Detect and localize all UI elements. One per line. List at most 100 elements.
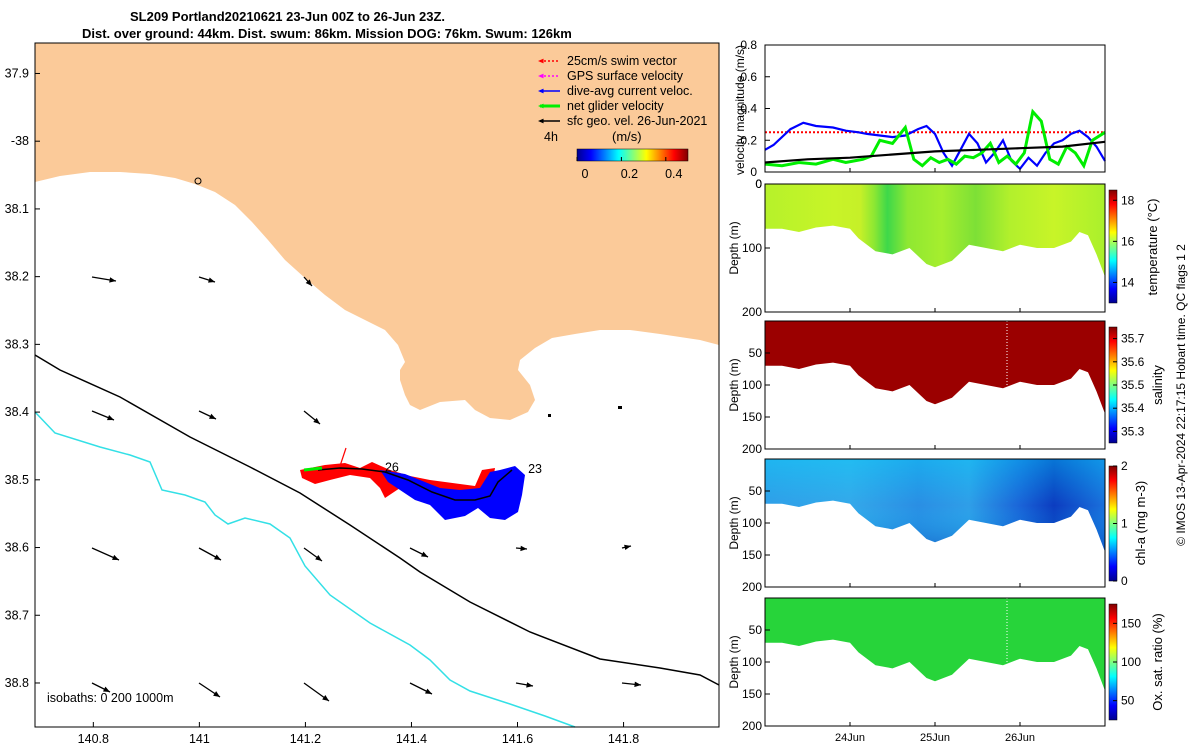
- oxygen-data-fill: [765, 598, 1105, 691]
- depth-tick-label: 0: [755, 177, 762, 191]
- oxygen-clabel: Ox. sat. ratio (%): [1150, 613, 1165, 711]
- legend-label: GPS surface velocity: [567, 69, 684, 83]
- velocity-vector-head: [214, 554, 221, 560]
- velocity-panel: 0 0.2 0.4 0.6 0.8 velocity magnitude (m/s): [733, 38, 1106, 179]
- velocity-series-sfc_geo_velocity: [764, 140, 1106, 164]
- colorbar-tick-label: 35.4: [1121, 401, 1145, 415]
- colorbar-tick-label: 35.5: [1121, 378, 1145, 392]
- velocity-y-ticks: 0 0.2 0.4 0.6 0.8: [740, 38, 770, 179]
- colorbar-tick-label: 16: [1121, 234, 1135, 248]
- colorbar-interval-label: 4h: [544, 130, 558, 144]
- velocity-plot-area: [765, 45, 1105, 172]
- glider-track-line: [317, 467, 513, 501]
- temperature-ylabel: Depth (m): [727, 221, 741, 274]
- velocity-vector-head: [305, 279, 312, 286]
- velocity-vector-head: [112, 554, 119, 560]
- map-y-tick-label: 38.1: [5, 202, 29, 216]
- glider-track: [300, 447, 525, 520]
- depth-tick-label: 100: [742, 516, 762, 530]
- depth-tick-label: 50: [749, 484, 763, 498]
- chlorophyll-clabel: chl-a (mg m-3): [1133, 481, 1148, 566]
- salinity-colorbar-ticks: 35.3 35.4 35.5 35.6 35.7: [1113, 332, 1145, 438]
- isobaths-label: isobaths: 0 200 1000m: [47, 691, 173, 705]
- map-y-ticks: 37.9 -38 38.1 38.2 38.3 38.4 38.5 38.6 38.7 38.8: [5, 66, 40, 690]
- depth-tick-label: 100: [742, 241, 762, 255]
- speed-colorbar: 4h (m/s) 0 0.2 0.4: [544, 129, 689, 181]
- map-x-tick-label: 141.8: [608, 732, 639, 746]
- credit-text: © IMOS 13-Apr-2024 22:17:15 Hobart time.…: [1174, 244, 1188, 546]
- land-area: [35, 43, 719, 420]
- temperature-colorbar: [1108, 189, 1118, 304]
- colorbar-tick-label: 2: [1121, 459, 1128, 473]
- map-y-tick-label: 38.2: [5, 270, 29, 284]
- velocity-vector-head: [107, 415, 114, 421]
- map-x-tick-label: 141.6: [502, 732, 533, 746]
- depth-tick-label: 50: [749, 346, 763, 360]
- track-day-label: 26: [385, 461, 399, 475]
- isobath-200m: [34, 354, 720, 686]
- time-tick-label: 26Jun: [1005, 732, 1035, 744]
- velocity-vector-head: [322, 695, 329, 701]
- time-tick-label: 24Jun: [835, 732, 865, 744]
- colorbar-gradient: [576, 148, 689, 162]
- map-panel: 26 23 140.8 141 141.2 141.4 141.6 141.8 37.9 -3…: [5, 42, 720, 746]
- chart-title-line1: SL209 Portland20210621 23-Jun 00Z to 26-…: [130, 9, 446, 24]
- velocity-y-tick-label: 0.2: [740, 133, 757, 147]
- velocity-vector-head: [315, 555, 322, 561]
- swim-vector-sample: [339, 447, 347, 467]
- velocity-vector-head: [520, 545, 527, 552]
- velocity-y-tick-label: 0.8: [740, 38, 757, 52]
- oxygen-ylabel: Depth (m): [727, 635, 741, 688]
- depth-tick-label: 150: [742, 410, 762, 424]
- legend-label: sfc geo. vel. 26-Jun-2021: [567, 114, 707, 128]
- depth-tick-label: 50: [749, 623, 763, 637]
- velocity-series: [764, 108, 1106, 171]
- colorbar-tick-label: 0: [1121, 574, 1128, 588]
- net-glider-velocity-sample: [303, 466, 323, 472]
- chlorophyll-data-shade: [765, 459, 1105, 552]
- map-x-tick-label: 141.2: [290, 732, 321, 746]
- velocity-vector-head: [313, 417, 320, 424]
- salinity-clabel: salinity: [1150, 365, 1165, 405]
- chlorophyll-panel: 50 100 150 200 Depth (m) 0 1 2 chl-a (mg m-3): [727, 458, 1148, 594]
- colorbar-tick-label: 35.7: [1121, 332, 1145, 346]
- velocity-y-tick-label: 0: [750, 165, 757, 179]
- coast-islet: [548, 414, 551, 417]
- section-panels: 0 100 200 0 Depth (m) 14 16 18 temperature (°…: [727, 168, 1165, 744]
- colorbar-tick-label: 35.6: [1121, 355, 1145, 369]
- legend-arrowhead: [538, 73, 544, 79]
- velocity-vector-head: [103, 686, 110, 692]
- depth-tick-label: 0: [755, 177, 762, 191]
- colorbar-tick-label: 150: [1121, 616, 1141, 630]
- map-y-tick-label: 38.4: [5, 405, 29, 419]
- legend-label: net glider velocity: [567, 99, 664, 113]
- depth-tick-label: 200: [742, 305, 762, 319]
- velocity-series-net_glider_velocity: [764, 108, 1106, 170]
- legend-arrowhead: [538, 58, 544, 64]
- depth-tick-label: 150: [742, 687, 762, 701]
- coast-islet: [194, 177, 202, 185]
- map-x-tick-label: 141.4: [396, 732, 427, 746]
- velocity-vector-head: [209, 413, 216, 419]
- map-y-tick-label: 38.7: [5, 608, 29, 622]
- track-day-labels: 26 23: [385, 461, 542, 476]
- velocity-vector-head: [526, 682, 533, 688]
- colorbar-tick-label: 100: [1121, 655, 1141, 669]
- velocity-vector-head: [425, 688, 432, 694]
- chlorophyll-y-ticks: 50 100 150 200: [742, 484, 770, 594]
- legend-label: dive-avg current veloc.: [567, 84, 693, 98]
- temperature-colorbar-ticks: 14 16 18: [1113, 193, 1135, 289]
- velocity-vector-head: [624, 544, 631, 551]
- colorbar-tick-label: 35.3: [1121, 424, 1145, 438]
- time-tick-label: 25Jun: [920, 732, 950, 744]
- colorbar-tick-label: 0.2: [621, 167, 638, 181]
- temperature-clabel: temperature (°C): [1145, 199, 1160, 296]
- legend-arrowhead: [538, 118, 544, 124]
- oxygen-colorbar-ticks: 50 100 150: [1113, 616, 1141, 708]
- map-frame: [34, 42, 720, 728]
- colorbar-tick-label: 0.4: [665, 167, 682, 181]
